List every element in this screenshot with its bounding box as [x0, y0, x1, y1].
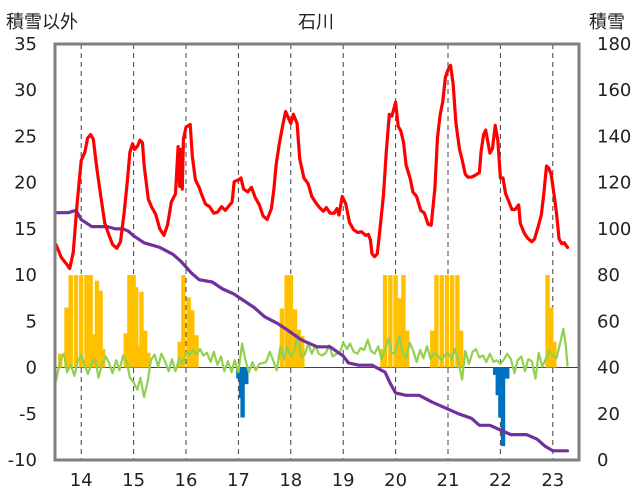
right-tick-label: 80	[597, 265, 620, 286]
bar-12	[127, 275, 132, 368]
bar-7	[92, 334, 97, 368]
bar-54	[549, 307, 554, 368]
bar-23	[194, 335, 199, 368]
bar-5	[84, 275, 89, 368]
bar-13	[131, 275, 136, 368]
green-series-line	[54, 327, 569, 399]
bar-6	[88, 275, 93, 368]
bar-38	[397, 298, 402, 368]
bar-16	[139, 291, 144, 368]
bar-17	[142, 330, 148, 368]
left-tick-label: 25	[14, 126, 37, 147]
bar-39	[401, 275, 406, 368]
bar-4	[79, 275, 84, 368]
x-tick-label: 23	[541, 470, 564, 491]
bar-3	[73, 275, 79, 368]
bar-35	[382, 275, 388, 368]
right-tick-label: 180	[597, 34, 631, 55]
bar-33	[300, 336, 305, 368]
x-tick-label: 20	[384, 470, 407, 491]
left-tick-label: 20	[14, 173, 37, 194]
bar-41	[430, 330, 435, 368]
x-tick-label: 22	[489, 470, 512, 491]
x-tick-label: 14	[70, 470, 93, 491]
x-tick-label: 15	[122, 470, 145, 491]
bar-1	[64, 307, 69, 368]
x-tick-label: 16	[175, 470, 198, 491]
bar-9	[98, 290, 103, 368]
left-tick-label: 15	[14, 219, 37, 240]
bar-11	[123, 333, 128, 368]
bar-44	[444, 275, 450, 368]
bar-30	[288, 275, 293, 368]
bar-26	[240, 367, 245, 418]
right-tick-label: 0	[597, 450, 608, 471]
x-tick-label: 18	[279, 470, 302, 491]
bar-52	[505, 367, 510, 379]
left-axis-label: 積雪以外	[6, 12, 78, 33]
right-tick-label: 120	[597, 173, 631, 194]
bar-22	[190, 310, 195, 368]
right-axis-label: 積雪	[589, 12, 625, 33]
bar-2	[68, 275, 73, 368]
bar-29	[284, 275, 289, 368]
x-tick-label: 17	[227, 470, 250, 491]
bar-43	[439, 275, 444, 368]
left-tick-label: -5	[19, 404, 37, 425]
right-tick-label: 100	[597, 219, 631, 240]
bar-8	[94, 280, 100, 368]
bar-51	[500, 367, 506, 447]
bar-19	[177, 341, 182, 368]
bar-45	[449, 275, 455, 368]
bar-18	[146, 352, 151, 368]
right-tick-label: 160	[597, 80, 631, 101]
right-tick-label: 40	[597, 358, 620, 379]
bar-32	[296, 329, 301, 368]
left-tick-label: -10	[8, 450, 37, 471]
bar-37	[393, 275, 398, 368]
left-tick-label: 35	[14, 34, 37, 55]
bar-47	[458, 330, 464, 368]
bar-48	[492, 367, 498, 375]
plot-frame	[53, 42, 581, 462]
left-tick-label: 30	[14, 80, 37, 101]
left-tick-label: 0	[26, 358, 37, 379]
purple-series-line	[54, 208, 570, 453]
bar-55	[552, 341, 557, 368]
bar-42	[434, 275, 439, 368]
bar-15	[136, 345, 142, 368]
bar-53	[545, 275, 550, 368]
right-tick-label: 20	[597, 404, 620, 425]
right-tick-label: 60	[597, 311, 620, 332]
right-tick-label: 140	[597, 126, 631, 147]
red-series-line	[54, 63, 570, 271]
bar-28	[279, 308, 285, 368]
bar-21	[186, 297, 191, 368]
bar-50	[498, 367, 503, 418]
x-tick-label: 19	[332, 470, 355, 491]
bar-20	[181, 275, 186, 368]
chart-title: 石川	[298, 12, 334, 33]
left-tick-label: 10	[14, 265, 37, 286]
bar-46	[455, 275, 460, 368]
bar-31	[292, 309, 298, 368]
bar-36	[388, 275, 393, 368]
bar-14	[134, 287, 139, 368]
bar-27	[244, 367, 249, 385]
left-tick-label: 5	[26, 311, 37, 332]
x-tick-label: 21	[437, 470, 460, 491]
bar-10	[101, 349, 106, 368]
bar-49	[495, 367, 500, 396]
